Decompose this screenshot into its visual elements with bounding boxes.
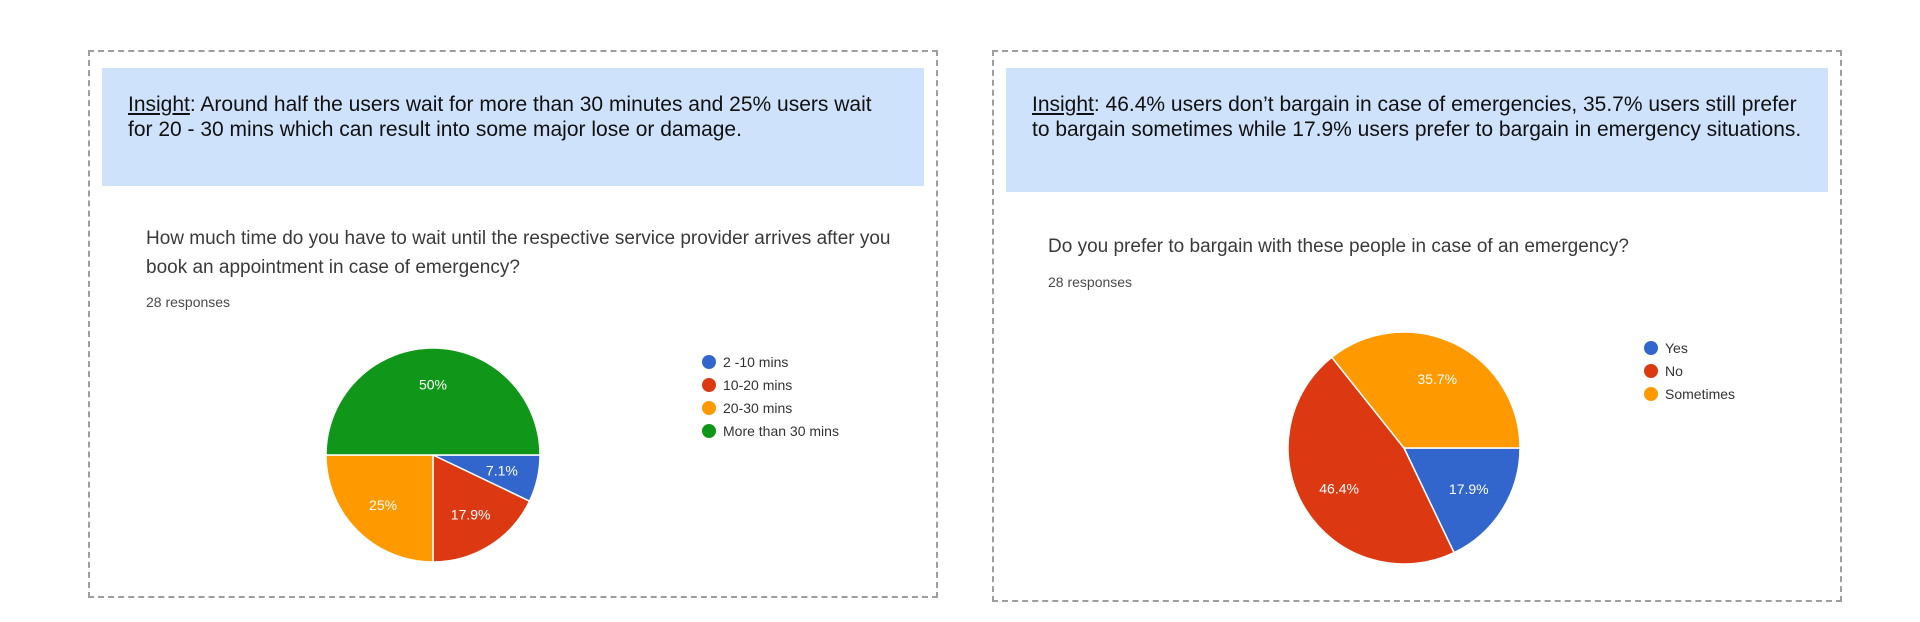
legend-item-sometimes: Sometimes (1644, 382, 1735, 405)
insight-label: Insight (1032, 93, 1094, 116)
slice-label-yes: 17.9% (1449, 481, 1489, 497)
wait-time-legend: 2 -10 mins 10-20 mins 20-30 mins More than … (702, 350, 839, 442)
insight-banner: Insight: 46.4% users don’t bargain in ca… (1006, 68, 1828, 192)
question-title: How much time do you have to wait until … (146, 228, 891, 278)
slice-label-sometimes: 35.7% (1417, 371, 1457, 387)
slice-label-2-10-mins: 7.1% (486, 463, 518, 479)
pie-slice-more-than-30-mins (325, 347, 541, 456)
legend-label: More than 30 mins (723, 422, 839, 439)
legend-label: Yes (1665, 339, 1688, 356)
pie-slice-sometimes (1330, 331, 1521, 449)
insight-banner: Insight: Around half the users wait for … (102, 68, 924, 186)
insight-text: : Around half the users wait for more th… (128, 93, 872, 141)
legend-item-2-10-mins: 2 -10 mins (702, 350, 839, 373)
legend-label: 2 -10 mins (723, 353, 789, 370)
legend-swatch (1644, 386, 1658, 401)
legend-label: 10-20 mins (723, 376, 793, 393)
question-title: Do you prefer to bargain with these peop… (1048, 236, 1629, 257)
bargain-pie-chart: 17.9% 46.4% 35.7% (1287, 331, 1521, 565)
survey-card-bargain: Insight: 46.4% users don’t bargain in ca… (992, 50, 1842, 602)
legend-swatch (702, 400, 716, 415)
legend-item-10-20-mins: 10-20 mins (702, 373, 839, 396)
legend-swatch (1644, 363, 1658, 378)
slice-label-10-20-mins: 17.9% (451, 507, 491, 523)
slice-label-20-30-mins: 25% (369, 497, 397, 513)
legend-swatch (702, 423, 716, 438)
legend-item-20-30-mins: 20-30 mins (702, 396, 839, 419)
response-count: 28 responses (146, 294, 231, 310)
legend-label: Sometimes (1665, 385, 1736, 402)
legend-item-no: No (1644, 359, 1735, 382)
insight-text: : 46.4% users don’t bargain in case of e… (1032, 93, 1802, 141)
bargain-legend: Yes No Sometimes (1644, 336, 1735, 405)
pie-slice-10-20-mins (432, 453, 531, 563)
legend-label: 20-30 mins (723, 399, 793, 416)
legend-swatch (1644, 340, 1658, 355)
legend-item-yes: Yes (1644, 336, 1735, 359)
slice-label-more-than-30-mins: 50% (419, 376, 447, 392)
legend-swatch (702, 377, 716, 392)
legend-item-more-than-30-mins: More than 30 mins (702, 419, 839, 442)
survey-card-wait-time: Insight: Around half the users wait for … (88, 50, 938, 598)
pie-slice-no (1287, 356, 1456, 565)
insight-label: Insight (128, 93, 190, 116)
response-count: 28 responses (1048, 274, 1133, 290)
legend-label: No (1665, 362, 1683, 379)
wait-time-pie-chart: 7.1% 17.9% 25% 50% (325, 347, 541, 563)
pie-slice-yes (1402, 447, 1521, 554)
slice-label-no: 46.4% (1319, 481, 1359, 497)
pie-slice-20-30-mins (325, 454, 434, 563)
legend-swatch (702, 354, 716, 369)
